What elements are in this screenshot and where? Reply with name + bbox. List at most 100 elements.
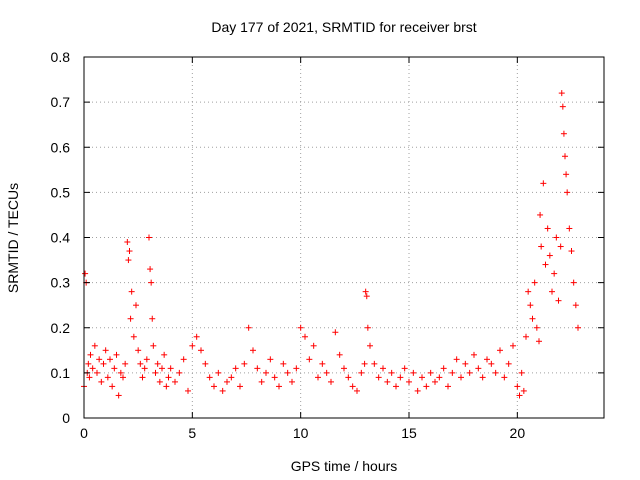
data-point <box>367 342 373 349</box>
data-point <box>122 360 129 367</box>
data-point <box>135 347 142 354</box>
data-point <box>102 347 109 354</box>
data-point <box>297 324 304 331</box>
data-point <box>189 342 196 349</box>
data-point <box>575 324 581 331</box>
data-point <box>527 302 534 309</box>
data-point <box>245 324 252 331</box>
data-point <box>85 360 92 367</box>
data-point <box>310 342 317 349</box>
data-point <box>165 374 172 381</box>
data-point <box>167 365 174 372</box>
data-point <box>193 333 200 340</box>
data-point <box>109 383 116 390</box>
data-point <box>432 378 438 385</box>
data-point <box>180 356 187 363</box>
data-point <box>215 369 222 376</box>
data-point <box>336 351 343 358</box>
data-point <box>566 225 573 232</box>
x-tick-label: 15 <box>401 425 417 441</box>
data-point <box>94 369 100 376</box>
data-point <box>397 374 404 381</box>
data-point <box>419 374 425 381</box>
data-point <box>479 374 486 381</box>
data-point <box>363 293 370 300</box>
data-point <box>492 369 499 376</box>
data-point <box>147 266 154 273</box>
data-point <box>127 315 134 322</box>
data-point <box>154 360 161 367</box>
chart-title: Day 177 of 2021, SRMTID for receiver brs… <box>211 19 476 35</box>
data-point <box>484 356 490 363</box>
data-point <box>159 365 165 372</box>
data-point <box>315 374 321 381</box>
data-point <box>128 288 135 295</box>
data-points <box>81 90 581 399</box>
data-point <box>115 392 122 399</box>
data-point <box>525 288 532 295</box>
data-point <box>345 374 352 381</box>
data-point <box>96 356 103 363</box>
data-point <box>98 378 105 385</box>
data-point <box>124 239 131 246</box>
data-point <box>82 270 89 277</box>
data-point <box>531 279 538 286</box>
data-point <box>258 378 265 385</box>
data-point <box>332 329 339 336</box>
data-point <box>371 360 378 367</box>
data-point <box>232 365 239 372</box>
data-point <box>284 369 291 376</box>
data-point <box>163 383 170 390</box>
data-point <box>224 378 230 385</box>
y-tick-label: 0 <box>62 410 70 426</box>
data-point <box>540 180 547 187</box>
data-point <box>126 248 133 255</box>
y-axis-label: SRMTID / TECUs <box>5 183 21 293</box>
data-point <box>202 360 209 367</box>
data-point <box>293 365 300 372</box>
data-point <box>440 365 447 372</box>
data-point <box>198 347 204 354</box>
data-point <box>152 369 159 376</box>
data-point <box>328 378 334 385</box>
data-point <box>572 302 579 309</box>
data-point <box>410 369 417 376</box>
data-point <box>453 356 460 363</box>
x-tick-label: 20 <box>510 425 526 441</box>
data-point <box>241 360 248 367</box>
data-point <box>560 130 567 137</box>
data-point <box>267 356 274 363</box>
data-point <box>445 383 451 390</box>
data-point <box>323 369 330 376</box>
data-point <box>139 374 146 381</box>
data-point <box>533 324 540 331</box>
data-point <box>471 351 477 358</box>
data-point <box>570 279 577 286</box>
data-point <box>384 378 391 385</box>
data-point <box>388 369 395 376</box>
data-point <box>354 387 360 394</box>
data-point <box>462 360 469 367</box>
data-point <box>544 225 551 232</box>
data-point <box>449 369 456 376</box>
data-point <box>86 374 93 381</box>
data-point <box>117 369 124 376</box>
data-point <box>559 103 566 110</box>
data-point <box>176 369 183 376</box>
data-point <box>536 338 542 345</box>
data-point <box>219 387 226 394</box>
data-point <box>146 234 152 241</box>
data-point <box>563 171 570 178</box>
data-point <box>546 252 553 259</box>
data-point <box>228 374 235 381</box>
y-tick-label: 0.6 <box>51 139 71 155</box>
grid-lines <box>84 57 604 418</box>
y-tick-label: 0.3 <box>51 275 71 291</box>
data-point <box>172 378 178 385</box>
data-point <box>529 315 536 322</box>
y-tick-label: 0.5 <box>51 184 71 200</box>
data-point <box>276 383 282 390</box>
data-point <box>538 243 545 250</box>
data-point <box>488 360 495 367</box>
